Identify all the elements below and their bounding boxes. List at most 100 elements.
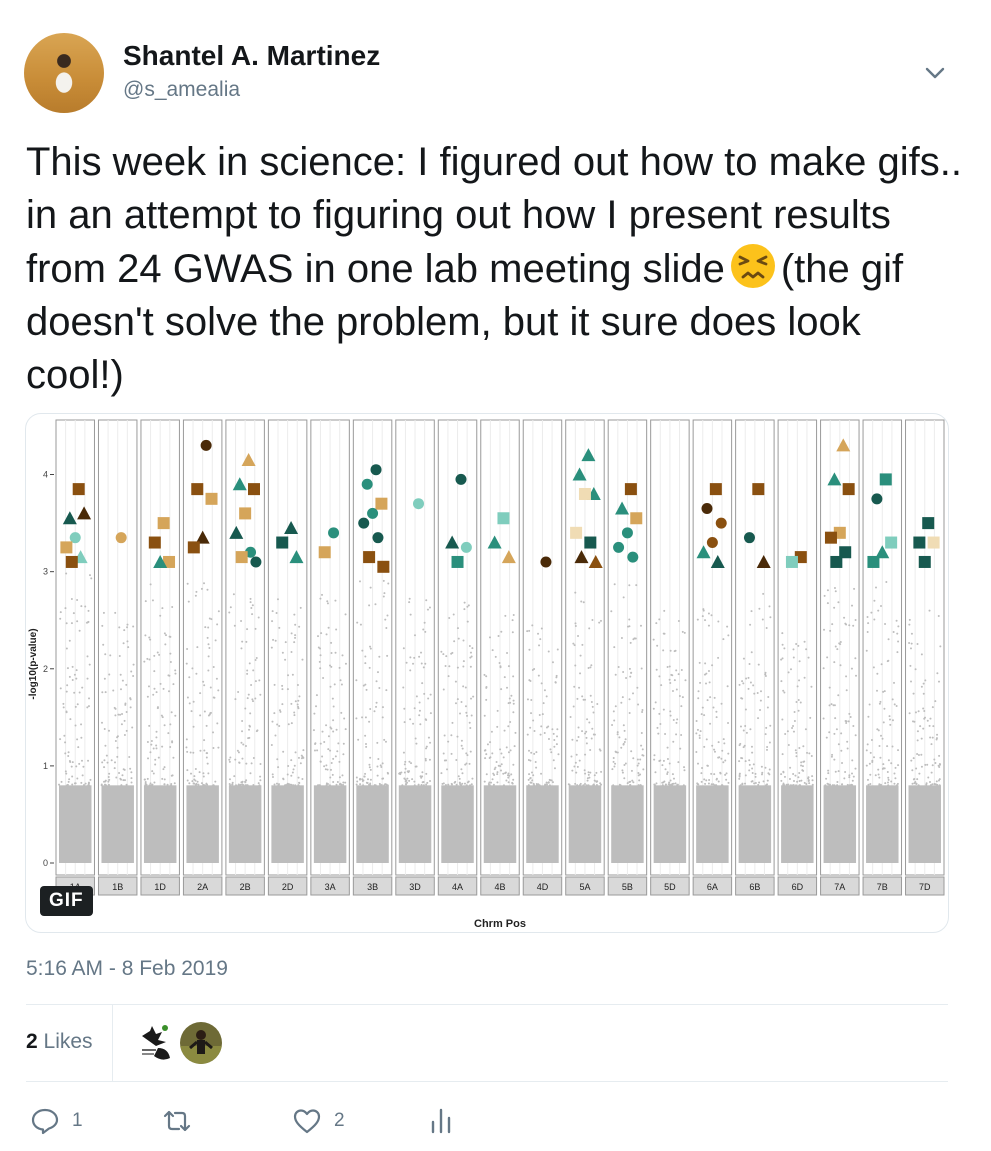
background-point — [719, 771, 722, 774]
chevron-down-icon[interactable] — [920, 58, 950, 88]
significant-point-square — [913, 536, 926, 549]
background-point — [768, 741, 771, 744]
significant-point-triangle — [836, 438, 851, 452]
background-point — [920, 765, 923, 768]
author-name[interactable]: Shantel A. Martinez — [123, 40, 381, 71]
background-point — [925, 782, 928, 785]
background-point — [725, 778, 728, 781]
analytics-button[interactable] — [426, 1103, 456, 1139]
background-point — [528, 648, 531, 651]
background-point — [705, 779, 708, 782]
background-point — [766, 746, 769, 749]
background-point — [287, 783, 290, 786]
background-point — [86, 677, 89, 680]
background-point — [248, 662, 251, 665]
background-point — [247, 737, 250, 740]
author-handle[interactable]: @s_amealia — [123, 78, 241, 101]
background-point — [669, 710, 672, 713]
background-point — [170, 711, 173, 714]
background-point — [879, 783, 882, 786]
gif-badge: GIF — [40, 886, 93, 916]
background-point — [529, 777, 532, 780]
tweet-timestamp[interactable]: 5:16 AM - 8 Feb 2019 — [26, 957, 228, 980]
background-point — [107, 783, 110, 786]
facet-label-1D: 1D — [154, 882, 166, 892]
background-point — [696, 782, 699, 785]
background-point — [908, 623, 911, 626]
background-point — [129, 697, 132, 700]
background-point — [315, 705, 318, 708]
liker-avatar-1[interactable] — [136, 1022, 178, 1064]
background-point — [363, 775, 366, 778]
background-point — [759, 690, 762, 693]
background-point — [299, 762, 302, 765]
background-point — [526, 733, 529, 736]
background-point — [573, 644, 576, 647]
background-point — [103, 677, 106, 680]
background-point — [314, 742, 317, 745]
significant-point-square — [205, 492, 218, 505]
background-point — [144, 634, 147, 637]
author-avatar[interactable] — [24, 33, 104, 113]
background-point — [403, 707, 406, 710]
like-button[interactable]: 2 — [292, 1103, 345, 1139]
background-point — [281, 684, 284, 687]
significant-point-square — [842, 483, 855, 496]
background-point — [768, 605, 771, 608]
background-point — [824, 784, 827, 787]
facet-strip — [395, 876, 435, 896]
background-point — [469, 750, 472, 753]
significant-point-square — [830, 555, 843, 568]
background-point — [159, 682, 162, 685]
background-point — [895, 619, 898, 622]
background-point — [663, 632, 666, 635]
background-point — [757, 717, 760, 720]
background-point — [200, 587, 203, 590]
background-point — [833, 704, 836, 707]
background-point — [837, 601, 840, 604]
background-point — [655, 668, 658, 671]
y-tick-label: 3 — [43, 567, 48, 577]
background-point — [747, 687, 750, 690]
significant-point-circle — [358, 517, 370, 529]
background-point — [747, 676, 750, 679]
background-point — [531, 624, 534, 627]
background-point — [444, 784, 447, 787]
background-point — [531, 669, 534, 672]
background-point — [848, 774, 851, 777]
background-point — [754, 775, 757, 778]
background-point — [878, 745, 881, 748]
background-point — [628, 584, 631, 587]
retweet-button[interactable] — [162, 1103, 192, 1139]
background-point — [425, 747, 428, 750]
divider-top — [26, 1004, 948, 1005]
background-point — [869, 751, 872, 754]
background-point — [462, 639, 465, 642]
background-point — [678, 694, 681, 697]
background-point — [376, 774, 379, 777]
background-point — [107, 780, 110, 783]
background-point — [535, 766, 538, 769]
background-point — [325, 633, 328, 636]
background-point — [282, 750, 285, 753]
background-point — [803, 676, 806, 679]
background-points-band — [568, 785, 602, 863]
background-point — [146, 657, 149, 660]
gif-media[interactable]: 1A1B1D2A2B2D3A3B3D4A4B4D5A5B5D6A6B6D7A7B… — [25, 413, 949, 933]
likes-count[interactable]: 2 Likes — [26, 1030, 93, 1054]
background-point — [483, 673, 486, 676]
background-point — [764, 733, 767, 736]
background-point — [447, 783, 450, 786]
significant-point-square — [624, 483, 637, 496]
background-point — [69, 760, 72, 763]
background-point — [65, 572, 68, 575]
background-point — [654, 701, 657, 704]
background-point — [879, 700, 882, 703]
liker-avatar-2[interactable] — [180, 1022, 222, 1064]
background-point — [259, 779, 262, 782]
background-point — [454, 702, 457, 705]
background-point — [727, 752, 730, 755]
background-point — [877, 768, 880, 771]
reply-button[interactable]: 1 — [30, 1103, 83, 1139]
background-point — [329, 776, 332, 779]
